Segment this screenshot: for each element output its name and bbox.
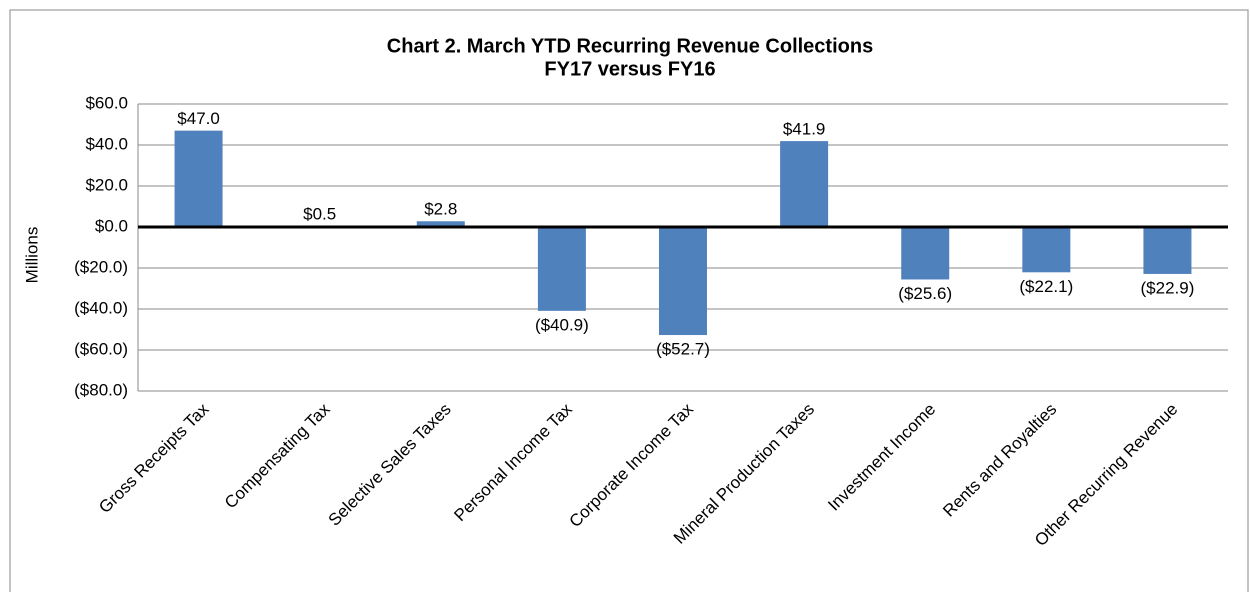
bar: [1143, 227, 1192, 274]
bar: [659, 227, 707, 336]
y-tick-label: $0.0: [95, 216, 128, 235]
data-label: ($52.7): [656, 340, 710, 359]
data-label: $47.0: [177, 109, 220, 128]
y-tick-label: ($20.0): [74, 257, 128, 276]
data-label: $41.9: [783, 120, 826, 139]
bar: [174, 130, 223, 227]
y-axis-label: Millions: [22, 227, 41, 284]
data-label: ($25.6): [898, 284, 952, 303]
data-label: $2.8: [424, 200, 457, 219]
bar: [416, 221, 465, 227]
data-label: ($22.1): [1019, 277, 1073, 296]
bar: [1022, 227, 1071, 273]
bar: [780, 141, 829, 227]
data-label: $0.5: [303, 204, 336, 223]
data-label: ($22.9): [1141, 278, 1195, 297]
y-tick-label: ($80.0): [74, 380, 128, 399]
y-tick-label: $60.0: [85, 93, 128, 112]
chart-subtitle: FY17 versus FY16: [544, 58, 715, 80]
y-tick-label: $40.0: [85, 134, 128, 153]
y-tick-label: $20.0: [85, 175, 128, 194]
bar: [537, 227, 586, 311]
y-tick-label: ($60.0): [74, 339, 128, 358]
chart-frame: [9, 9, 1249, 592]
data-label: ($40.9): [535, 315, 589, 334]
y-tick-label: ($40.0): [74, 298, 128, 317]
chart-title: Chart 2. March YTD Recurring Revenue Col…: [387, 35, 873, 57]
bar: [901, 227, 950, 280]
